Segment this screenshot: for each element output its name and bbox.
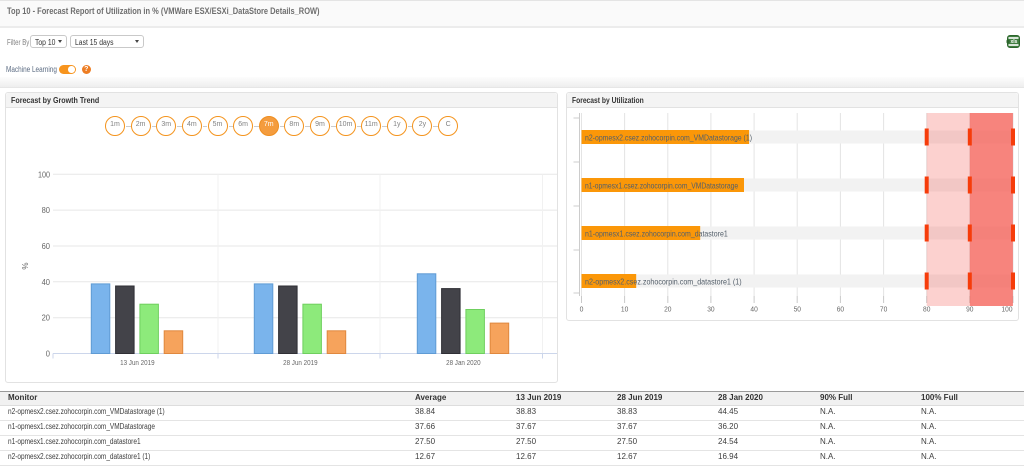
svg-text:60: 60 (42, 242, 51, 251)
svg-text:0: 0 (46, 350, 51, 359)
svg-text:20: 20 (42, 314, 51, 323)
svg-text:100: 100 (38, 170, 50, 179)
svg-text:90: 90 (966, 305, 973, 314)
svg-text:70: 70 (880, 305, 887, 314)
svg-text:80: 80 (923, 305, 930, 314)
svg-text:60: 60 (837, 305, 844, 314)
svg-text:40: 40 (750, 305, 757, 314)
svg-text:30: 30 (707, 305, 714, 314)
svg-text:40: 40 (42, 278, 51, 287)
svg-text:13 Jun 2019: 13 Jun 2019 (120, 358, 155, 367)
svg-text:n2-opmesx2.csez.zohocorpin.com: n2-opmesx2.csez.zohocorpin.com_VMDatasto… (585, 133, 752, 143)
svg-text:20: 20 (664, 305, 671, 314)
svg-text:n1-opmesx1.csez.zohocorpin.com: n1-opmesx1.csez.zohocorpin.com_VMDatasto… (585, 181, 738, 191)
svg-text:xls: xls (1011, 39, 1018, 45)
svg-text:10: 10 (621, 305, 628, 314)
svg-text:100: 100 (1002, 305, 1013, 314)
svg-text:0: 0 (580, 305, 584, 314)
svg-text:28 Jun 2019: 28 Jun 2019 (283, 358, 318, 367)
svg-text:50: 50 (794, 305, 801, 314)
svg-text:28 Jan 2020: 28 Jan 2020 (446, 358, 481, 367)
svg-text:80: 80 (42, 206, 51, 215)
svg-text:n2-opmesx2.csez.zohocorpin.com: n2-opmesx2.csez.zohocorpin.com_datastore… (585, 277, 742, 287)
svg-text:n1-opmesx1.csez.zohocorpin.com: n1-opmesx1.csez.zohocorpin.com_datastore… (585, 229, 728, 239)
svg-text:%: % (21, 262, 30, 269)
